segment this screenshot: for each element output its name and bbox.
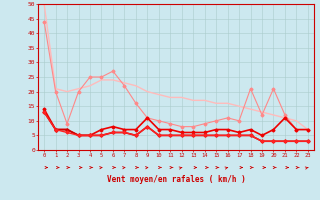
X-axis label: Vent moyen/en rafales ( km/h ): Vent moyen/en rafales ( km/h ) (107, 175, 245, 184)
